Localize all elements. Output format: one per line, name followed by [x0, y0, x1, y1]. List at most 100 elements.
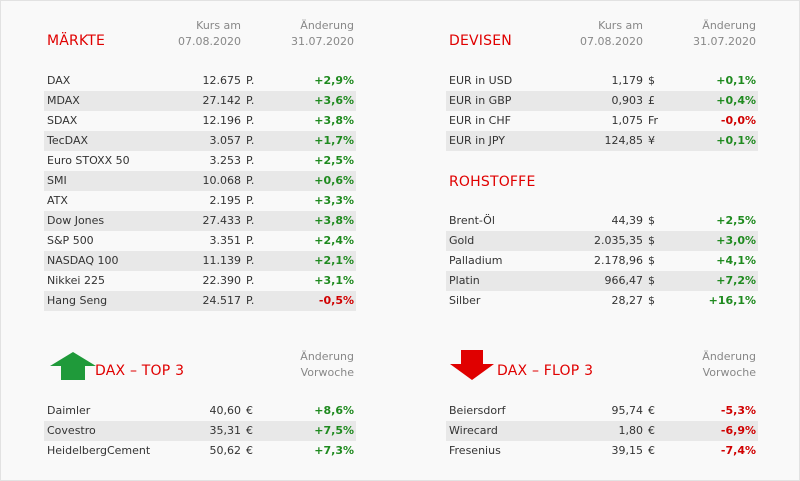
- table-row: Daimler 40,60 € +8,6%: [44, 401, 356, 421]
- row-unit: P.: [246, 94, 255, 107]
- row-value: 966,47: [604, 274, 644, 287]
- row-unit: $: [648, 214, 655, 227]
- row-name: SMI: [47, 174, 67, 187]
- table-row: Hang Seng 24.517 P. -0,5%: [44, 291, 356, 311]
- col-header-line: 07.08.2020: [178, 35, 241, 48]
- row-change: -0,0%: [720, 114, 756, 127]
- row-name: Platin: [449, 274, 480, 287]
- row-unit: P.: [246, 294, 255, 307]
- table-row: MDAX 27.142 P. +3,6%: [44, 91, 356, 111]
- table-row: EUR in JPY 124,85 ¥ +0,1%: [446, 131, 758, 151]
- row-name: Silber: [449, 294, 481, 307]
- col-header-line: 31.07.2020: [291, 35, 354, 48]
- row-change: +2,9%: [314, 74, 354, 87]
- row-name: Palladium: [449, 254, 503, 267]
- row-value: 1,075: [611, 114, 644, 127]
- row-name: EUR in GBP: [449, 94, 512, 107]
- row-value: 27.433: [202, 214, 242, 227]
- arrow-up-icon: [50, 352, 96, 380]
- row-value: 27.142: [202, 94, 242, 107]
- row-value: 0,903: [611, 94, 644, 107]
- table-row: HeidelbergCement 50,62 € +7,3%: [44, 441, 356, 461]
- row-name: ATX: [47, 194, 68, 207]
- row-name: Brent-Öl: [449, 214, 495, 227]
- table-row: SDAX 12.196 P. +3,8%: [44, 111, 356, 131]
- row-unit: P.: [246, 174, 255, 187]
- table-row: SMI 10.068 P. +0,6%: [44, 171, 356, 191]
- row-name: NASDAQ 100: [47, 254, 119, 267]
- devisen-col-kurs-header: Kurs am 07.08.2020: [566, 18, 643, 50]
- row-name: EUR in JPY: [449, 134, 506, 147]
- row-value: 3.253: [209, 154, 242, 167]
- table-row: Silber 28,27 $ +16,1%: [446, 291, 758, 311]
- row-name: TecDAX: [47, 134, 89, 147]
- table-row: Platin 966,47 $ +7,2%: [446, 271, 758, 291]
- row-unit: £: [648, 94, 655, 107]
- row-change: +7,3%: [314, 444, 354, 457]
- row-value: 2.195: [209, 194, 242, 207]
- flop3-title: DAX – FLOP 3: [497, 363, 594, 379]
- row-unit: €: [246, 444, 253, 457]
- table-row: S&P 500 3.351 P. +2,4%: [44, 231, 356, 251]
- col-header-line: Kurs am: [196, 19, 241, 32]
- row-change: -5,3%: [720, 404, 756, 417]
- row-value: 22.390: [202, 274, 242, 287]
- top3-title: DAX – TOP 3: [95, 363, 185, 379]
- row-value: 3.057: [209, 134, 242, 147]
- table-row: DAX 12.675 P. +2,9%: [44, 71, 356, 91]
- row-value: 39,15: [611, 444, 644, 457]
- row-change: +2,5%: [314, 154, 354, 167]
- table-row: Brent-Öl 44,39 $ +2,5%: [446, 211, 758, 231]
- row-unit: €: [648, 404, 655, 417]
- row-change: +3,8%: [314, 114, 354, 127]
- row-change: +0,6%: [314, 174, 354, 187]
- col-header-line: Vorwoche: [702, 366, 756, 379]
- maerkte-title: MÄRKTE: [47, 33, 106, 49]
- col-header-line: Änderung: [300, 19, 354, 32]
- col-header-line: 07.08.2020: [580, 35, 643, 48]
- devisen-col-change-header: Änderung 31.07.2020: [678, 18, 756, 50]
- row-value: 1,179: [611, 74, 644, 87]
- row-change: +2,1%: [314, 254, 354, 267]
- row-name: S&P 500: [47, 234, 94, 247]
- arrow-down-icon: [450, 350, 494, 380]
- row-unit: P.: [246, 274, 255, 287]
- row-unit: Fr: [648, 114, 659, 127]
- row-unit: P.: [246, 134, 255, 147]
- row-unit: ¥: [648, 134, 655, 147]
- table-row: Gold 2.035,35 $ +3,0%: [446, 231, 758, 251]
- row-name: Daimler: [47, 404, 91, 417]
- row-change: +2,5%: [716, 214, 756, 227]
- row-unit: P.: [246, 194, 255, 207]
- row-unit: €: [246, 404, 253, 417]
- row-change: +3,3%: [314, 194, 354, 207]
- row-unit: $: [648, 234, 655, 247]
- table-row: Dow Jones 27.433 P. +3,8%: [44, 211, 356, 231]
- table-row: Fresenius 39,15 € -7,4%: [446, 441, 758, 461]
- row-name: MDAX: [47, 94, 80, 107]
- row-name: Beiersdorf: [449, 404, 506, 417]
- col-header-line: Änderung: [702, 350, 756, 363]
- row-name: Nikkei 225: [47, 274, 105, 287]
- row-change: +4,1%: [716, 254, 756, 267]
- row-change: -0,5%: [318, 294, 354, 307]
- row-change: +3,0%: [716, 234, 756, 247]
- devisen-table: EUR in USD 1,179 $ +0,1% EUR in GBP 0,903 £ +0,…: [446, 71, 758, 151]
- row-name: Gold: [449, 234, 475, 247]
- row-value: 12.196: [202, 114, 242, 127]
- table-row: Wirecard 1,80 € -6,9%: [446, 421, 758, 441]
- row-value: 124,85: [604, 134, 644, 147]
- top3-col-change-header: Änderung Vorwoche: [276, 349, 354, 381]
- row-value: 2.035,35: [594, 234, 643, 247]
- row-change: +8,6%: [314, 404, 354, 417]
- row-change: +1,7%: [314, 134, 354, 147]
- row-value: 3.351: [209, 234, 242, 247]
- row-value: 95,74: [611, 404, 644, 417]
- row-value: 44,39: [611, 214, 644, 227]
- row-value: 11.139: [202, 254, 242, 267]
- row-change: -7,4%: [720, 444, 756, 457]
- row-value: 24.517: [202, 294, 242, 307]
- row-change: +0,1%: [716, 74, 756, 87]
- row-value: 2.178,96: [594, 254, 643, 267]
- col-header-line: Kurs am: [598, 19, 643, 32]
